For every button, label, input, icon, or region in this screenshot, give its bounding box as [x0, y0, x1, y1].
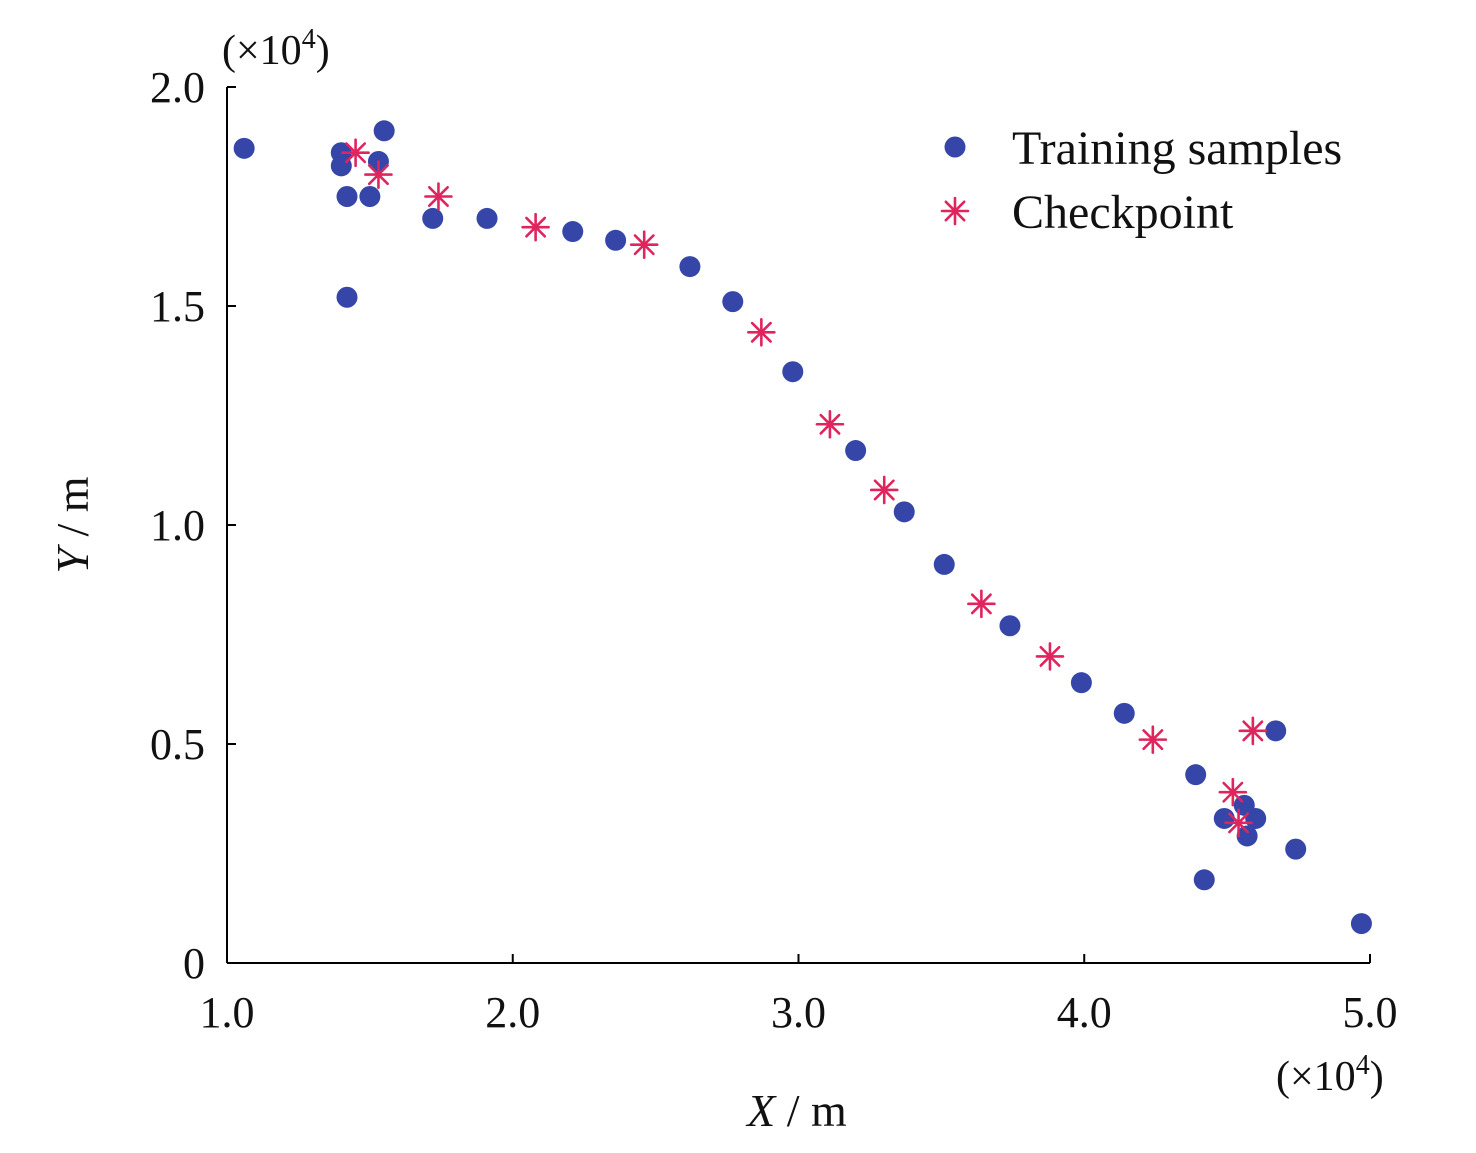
legend-marker-training-samples	[944, 136, 966, 158]
checkpoint-point	[364, 160, 393, 189]
checkpoint-point	[1238, 716, 1268, 746]
training-sample-point	[1245, 807, 1267, 829]
ticks: 1.0 2.0 3.0 4.0 5.0 0 0.5 1.0 1.5 2.0	[150, 63, 1398, 1037]
training-sample-point	[722, 291, 744, 313]
training-sample-point	[1213, 807, 1235, 829]
x-tick-label: 5.0	[1343, 988, 1398, 1037]
series-checkpoint	[341, 138, 1268, 838]
training-sample-point	[893, 501, 915, 523]
training-sample-point	[933, 553, 955, 575]
legend-marker-symbol	[940, 196, 970, 226]
training-sample-point	[679, 256, 701, 278]
checkpoint-point	[521, 212, 550, 242]
y-tick-label: 2.0	[150, 63, 205, 112]
training-sample-point	[1113, 702, 1135, 724]
checkpoint-point	[815, 409, 845, 439]
x-axis-label: X / m	[745, 1085, 847, 1136]
checkpoint-point	[747, 317, 776, 347]
checkpoint-point	[1224, 808, 1253, 838]
legend-label-checkpoint: Checkpoint	[1012, 186, 1234, 239]
training-sample-point	[1193, 869, 1215, 891]
training-sample-point	[1070, 672, 1092, 694]
y-tick-label: 1.5	[150, 282, 205, 331]
training-sample-point	[336, 186, 358, 207]
legend-marker-checkpoint	[940, 196, 970, 226]
training-sample-point	[336, 286, 358, 308]
legend-marker-symbol	[944, 136, 966, 158]
x-tick-label: 1.0	[200, 988, 255, 1037]
checkpoint-point	[1035, 642, 1065, 671]
y-tick-label: 1.0	[150, 501, 205, 550]
training-sample-point	[359, 186, 381, 207]
training-sample-point	[782, 361, 804, 383]
training-sample-point	[562, 221, 584, 243]
training-sample-point	[1350, 913, 1372, 935]
training-sample-point	[845, 440, 867, 462]
training-sample-point	[605, 229, 627, 251]
checkpoint-point	[629, 230, 659, 259]
checkpoint-point	[1138, 725, 1168, 754]
y-tick-label: 0	[183, 939, 205, 988]
checkpoint-point	[341, 138, 370, 167]
training-sample-point	[1185, 764, 1207, 786]
checkpoint-point	[1218, 777, 1248, 807]
training-sample-point	[373, 120, 395, 142]
data-points	[233, 120, 1372, 935]
training-sample-point	[233, 137, 255, 159]
x-tick-label: 2.0	[485, 988, 540, 1037]
y-axis-scale-note: (×104)	[222, 24, 330, 74]
series-training-samples	[233, 120, 1372, 935]
y-axis-label: Y / m	[47, 476, 98, 573]
training-sample-point	[476, 207, 498, 229]
legend-label-training-samples: Training samples	[1012, 122, 1342, 175]
checkpoint-point	[424, 182, 453, 211]
y-tick-label: 0.5	[150, 720, 205, 769]
x-tick-label: 3.0	[771, 988, 826, 1037]
checkpoint-point	[967, 589, 996, 619]
training-sample-point	[1236, 825, 1258, 847]
x-tick-label: 4.0	[1057, 988, 1112, 1037]
training-sample-point	[422, 207, 444, 229]
training-sample-point	[999, 615, 1021, 637]
training-sample-point	[1285, 838, 1307, 860]
training-sample-point	[1265, 720, 1287, 742]
checkpoint-point	[869, 475, 899, 505]
x-axis-scale-note: (×104)	[1276, 1050, 1384, 1100]
legend: Training samples Checkpoint	[940, 122, 1342, 239]
